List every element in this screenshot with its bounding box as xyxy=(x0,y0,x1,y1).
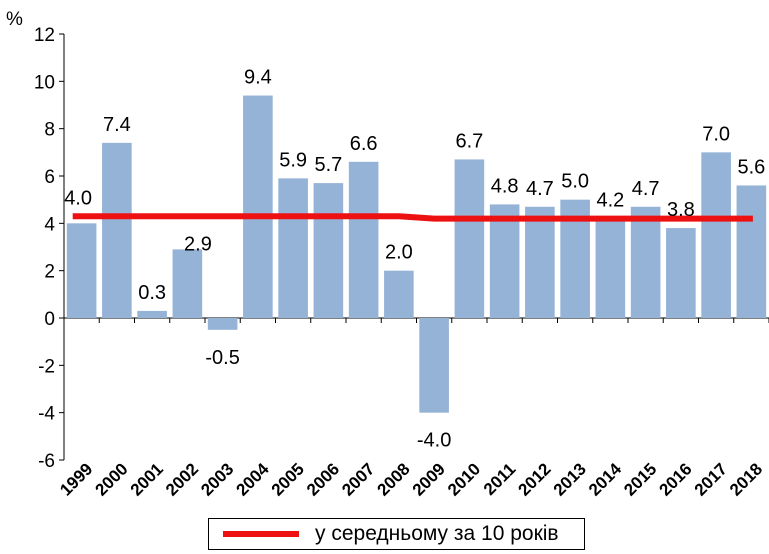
average-line xyxy=(72,213,753,222)
bar xyxy=(595,218,626,318)
data-label: 4.2 xyxy=(596,190,624,212)
bar xyxy=(278,178,308,318)
x-tick-labels: 1999200020012002200320042005200620072008… xyxy=(56,459,766,500)
y-tick-label: 2 xyxy=(44,262,55,283)
x-tick-label: 2002 xyxy=(162,459,202,499)
x-tick-label: 2005 xyxy=(268,459,308,499)
x-tick-label: 2003 xyxy=(197,459,237,499)
bar xyxy=(243,95,273,319)
bar xyxy=(384,270,414,318)
data-label: 6.7 xyxy=(455,130,483,152)
x-tick-label: 2008 xyxy=(374,459,414,499)
bar xyxy=(454,159,485,318)
bar xyxy=(66,223,97,318)
y-tick-label: -4 xyxy=(38,404,55,425)
bar xyxy=(172,249,203,318)
y-tick-label: 8 xyxy=(44,120,55,141)
data-label: 7.0 xyxy=(702,123,730,145)
data-label: 7.4 xyxy=(103,114,131,136)
bar xyxy=(666,228,696,318)
x-tick-label: 2012 xyxy=(515,459,555,499)
bar xyxy=(313,183,344,318)
data-labels: 4.0 7.4 0.3 2.9 -0.5 9.4 5.9 5.7 6.6 2.0 -4.0 6.7 4.… xyxy=(64,67,765,452)
legend-label-average: у середньому за 10 років xyxy=(315,522,559,545)
bar xyxy=(102,142,132,318)
x-tick-label: 2010 xyxy=(444,459,484,499)
bar xyxy=(525,206,555,318)
bar xyxy=(701,152,731,318)
x-tick-label: 2009 xyxy=(409,459,449,499)
bar xyxy=(489,204,520,318)
data-label: 4.8 xyxy=(491,175,519,197)
data-label: 5.9 xyxy=(279,149,307,171)
data-label: -0.5 xyxy=(205,347,239,369)
bar xyxy=(736,185,767,318)
y-tick-labels: 12 10 8 6 4 2 0 -2 -4 -6 xyxy=(34,25,56,472)
x-tick-label: 2013 xyxy=(550,459,590,499)
x-tick-label: 2001 xyxy=(127,459,167,499)
data-label: 4.0 xyxy=(64,187,92,209)
data-label: 5.7 xyxy=(314,154,342,176)
x-tick-label: 2017 xyxy=(691,459,731,499)
axes xyxy=(59,33,769,461)
x-tick-label: 2006 xyxy=(303,459,343,499)
data-label: 2.9 xyxy=(184,233,212,255)
x-tick-label: 1999 xyxy=(56,459,96,499)
average-line-group xyxy=(72,213,753,222)
data-label: 0.3 xyxy=(138,282,166,304)
data-label: 3.8 xyxy=(667,199,695,221)
x-tick-label: 2015 xyxy=(620,459,660,499)
y-tick-label: 6 xyxy=(44,167,55,188)
y-tick-label: 10 xyxy=(34,72,55,93)
bar xyxy=(348,161,379,318)
legend: у середньому за 10 років xyxy=(208,518,585,550)
y-tick-label: 0 xyxy=(44,309,55,330)
bar xyxy=(630,206,661,318)
data-label: 9.4 xyxy=(244,67,272,89)
x-tick-label: 2016 xyxy=(656,459,696,499)
bar xyxy=(419,318,449,413)
x-tick-label: 2018 xyxy=(726,459,766,499)
y-tick-label: 4 xyxy=(44,214,55,235)
x-tick-label: 2007 xyxy=(338,459,378,499)
bar xyxy=(137,310,167,318)
data-label: 5.6 xyxy=(737,156,765,178)
data-label: 5.0 xyxy=(561,171,589,193)
data-label: 2.0 xyxy=(385,242,413,264)
y-unit-label: % xyxy=(6,9,23,30)
bars xyxy=(66,95,767,413)
bar xyxy=(207,318,238,330)
x-tick-label: 2011 xyxy=(480,459,520,499)
y-tick-label: -6 xyxy=(38,451,55,472)
data-label: 6.6 xyxy=(350,133,378,155)
y-tick-label: -2 xyxy=(38,356,55,377)
data-label: -4.0 xyxy=(417,430,451,452)
x-tick-label: 2000 xyxy=(92,459,132,499)
legend-swatch-average xyxy=(223,531,299,537)
x-tick-label: 2004 xyxy=(233,459,274,500)
data-label: 4.7 xyxy=(526,178,554,200)
data-label: 4.7 xyxy=(632,178,660,200)
y-tick-label: 12 xyxy=(34,25,55,46)
x-tick-label: 2014 xyxy=(585,459,626,500)
